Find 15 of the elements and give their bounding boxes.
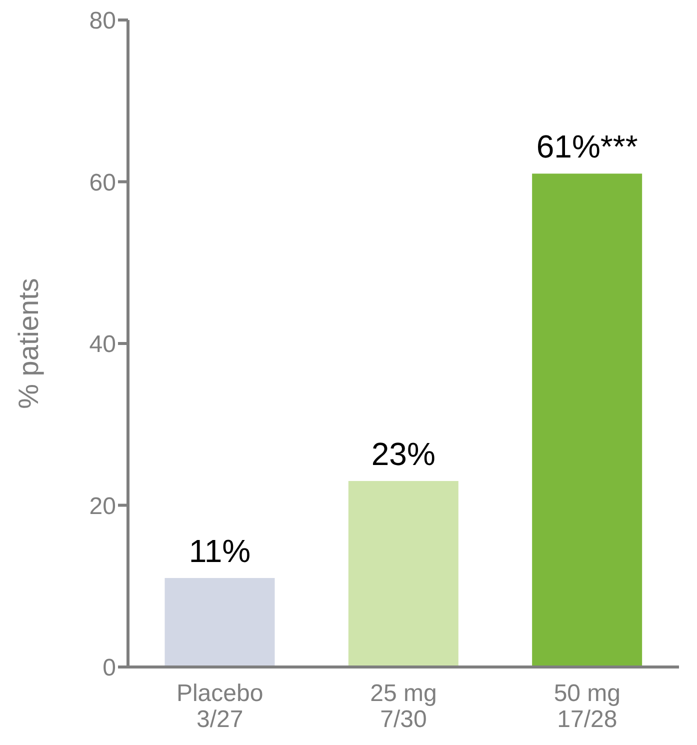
x-tick-label: 25 mg 7/30 (370, 680, 437, 733)
y-tick-label: 40 (89, 331, 116, 358)
data-label: 61%*** (536, 128, 638, 165)
y-tick-label: 60 (89, 169, 116, 196)
y-tick-label: 80 (89, 8, 116, 35)
y-tick-label: 20 (89, 492, 116, 520)
bar (348, 480, 458, 667)
bar (532, 174, 642, 667)
y-tick-label: 0 (102, 654, 116, 682)
data-label: 11% (188, 533, 251, 570)
data-label: 23% (371, 436, 436, 472)
bar (164, 578, 275, 667)
y-axis-title: % patients (12, 278, 44, 409)
x-tick-label: 50 mg 17/28 (554, 680, 621, 733)
x-tick-label: Placebo 3/27 (176, 680, 264, 733)
